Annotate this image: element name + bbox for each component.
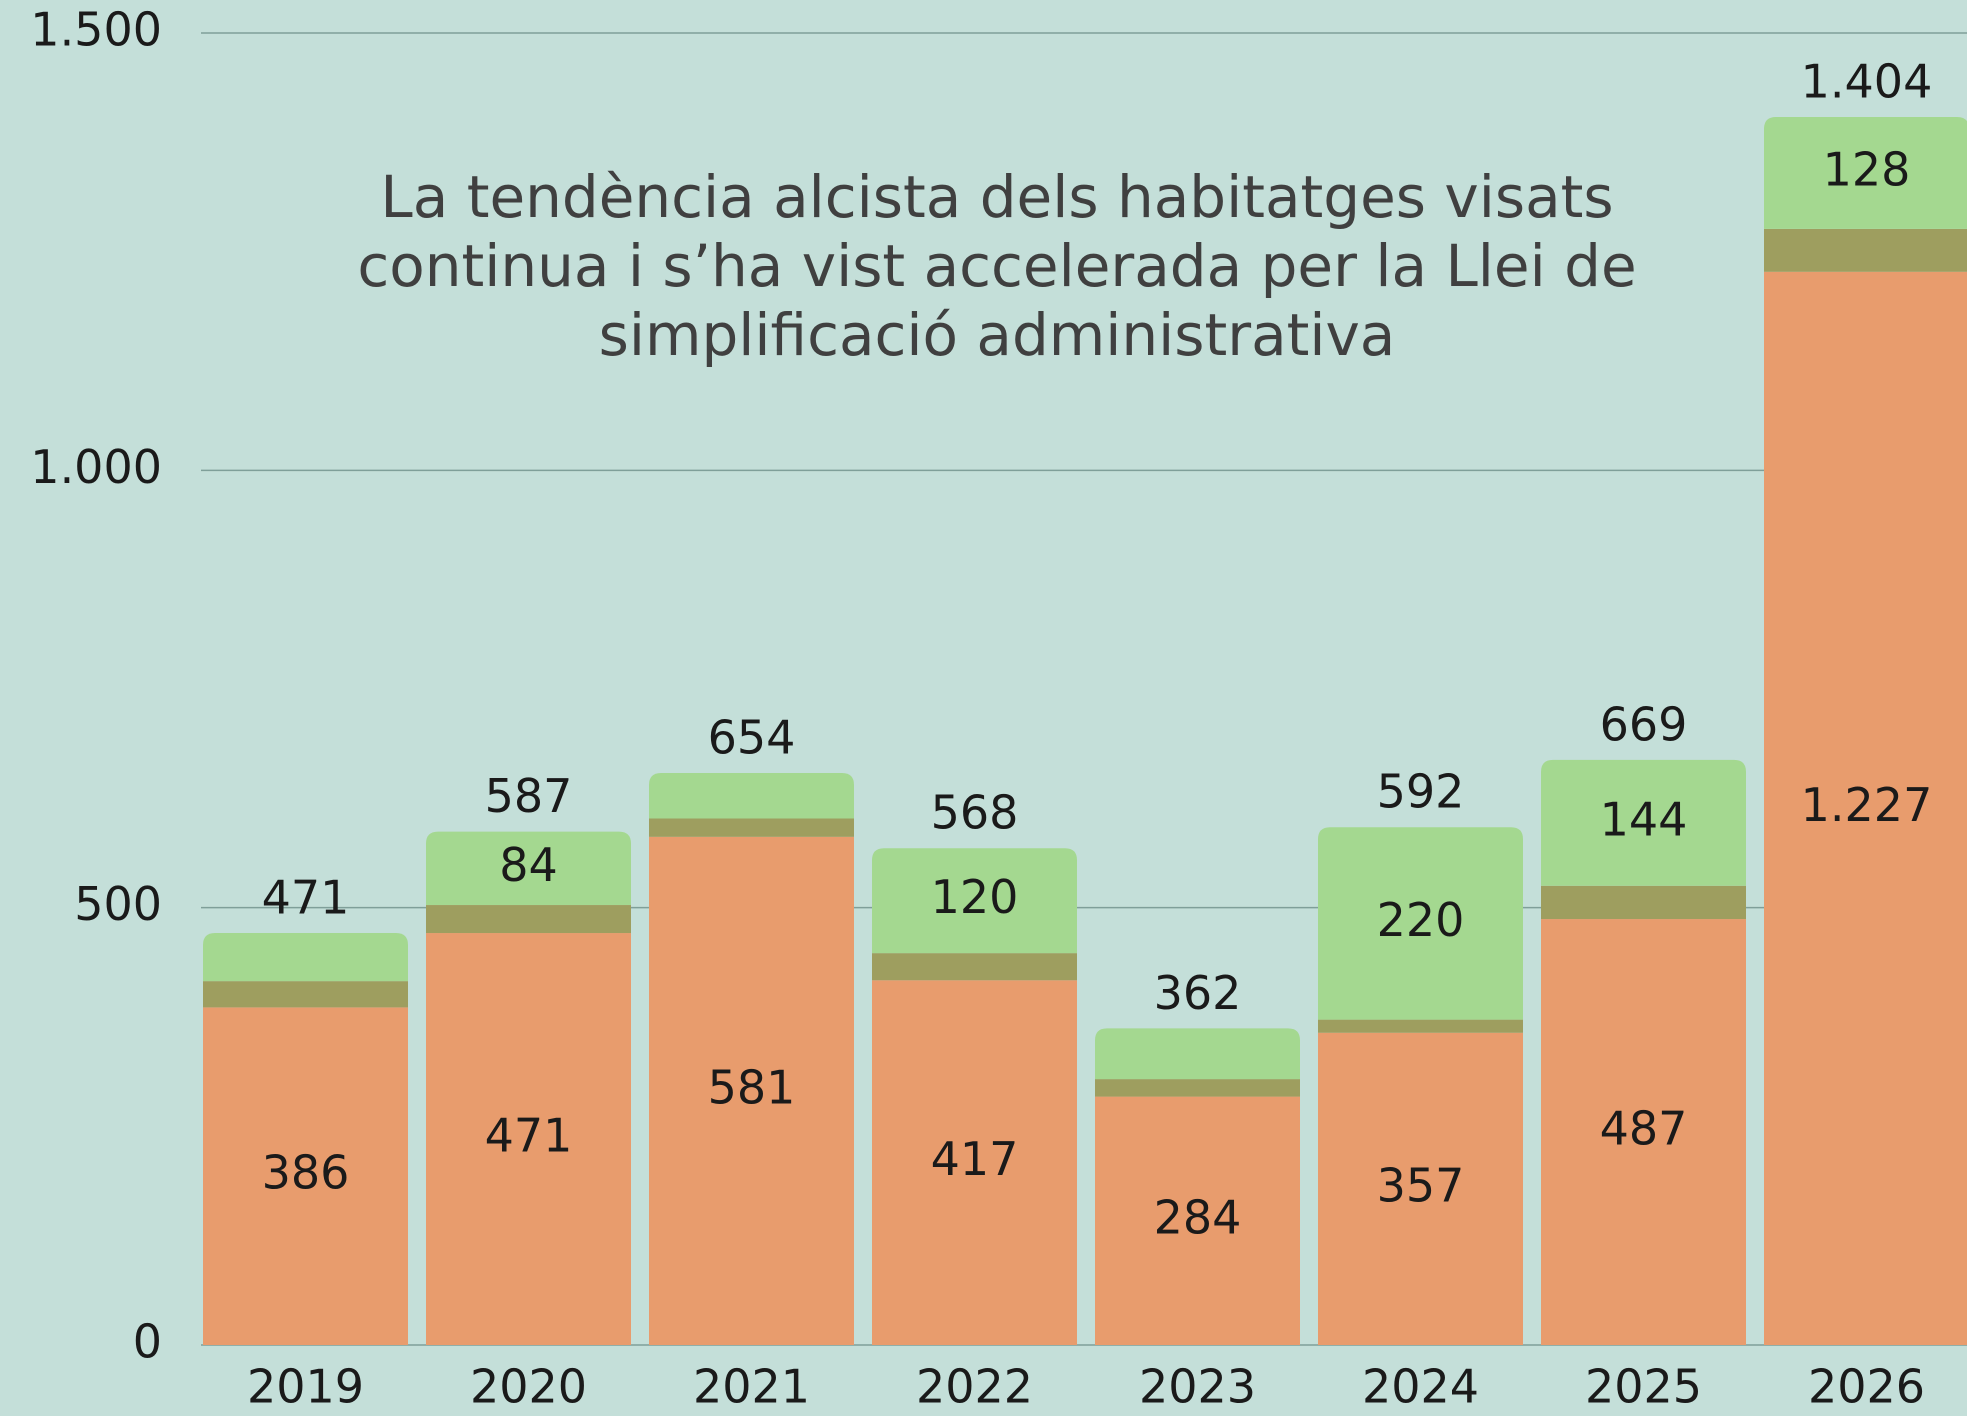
bar-segment — [426, 831, 631, 906]
total-label: 587 — [485, 769, 573, 823]
bar-segment — [1095, 1079, 1300, 1097]
total-label: 592 — [1377, 765, 1465, 819]
bar-segment — [1318, 1032, 1523, 1345]
y-tick-label: 1.000 — [30, 440, 162, 494]
value-label: 357 — [1377, 1158, 1465, 1212]
bar-segment — [1318, 1019, 1523, 1033]
x-tick-label: 2024 — [1362, 1360, 1479, 1414]
value-label: 581 — [708, 1060, 796, 1114]
bar-segment — [872, 953, 1077, 981]
x-tick-label: 2019 — [247, 1360, 364, 1414]
bar-segment — [1095, 1096, 1300, 1345]
bar-segment — [1764, 116, 1967, 229]
total-label: 362 — [1154, 966, 1242, 1020]
value-label: 417 — [931, 1132, 1019, 1186]
bar-segment — [1541, 885, 1746, 920]
bar-segment — [203, 933, 408, 982]
bar-segment — [1541, 759, 1746, 886]
total-label: 669 — [1600, 697, 1688, 751]
bar-segment — [649, 836, 854, 1345]
bar-segment — [1318, 827, 1523, 1020]
bar-segment — [426, 905, 631, 934]
bar-segment — [1764, 271, 1967, 1346]
value-label: 1.227 — [1801, 778, 1933, 832]
x-tick-label: 2025 — [1585, 1360, 1702, 1414]
y-tick-label: 0 — [133, 1315, 162, 1369]
total-label: 654 — [708, 710, 796, 764]
value-label: 471 — [485, 1109, 573, 1163]
x-tick-label: 2022 — [916, 1360, 1033, 1414]
total-label: 568 — [931, 786, 1019, 840]
x-tick-label: 2026 — [1808, 1360, 1925, 1414]
value-label: 128 — [1823, 142, 1911, 196]
y-tick-label: 500 — [74, 877, 162, 931]
y-tick-label: 1.500 — [30, 3, 162, 57]
bar-segment — [872, 848, 1077, 954]
value-label: 220 — [1377, 893, 1465, 947]
value-label: 487 — [1600, 1102, 1688, 1156]
x-tick-label: 2021 — [693, 1360, 810, 1414]
value-label: 84 — [499, 838, 558, 892]
chart-title: continua i s’ha vist accelerada per la L… — [357, 232, 1636, 300]
bar-segment — [426, 933, 631, 1345]
value-label: 284 — [1154, 1190, 1242, 1244]
bar-segment — [203, 1007, 408, 1345]
x-tick-label: 2020 — [470, 1360, 587, 1414]
bar-segment — [203, 981, 408, 1008]
bar-segment — [1541, 919, 1746, 1345]
total-label: 1.404 — [1801, 54, 1933, 108]
value-label: 144 — [1600, 792, 1688, 846]
bar-segment — [1764, 228, 1967, 272]
chart-title: La tendència alcista dels habitatges vis… — [380, 163, 1613, 231]
value-label: 386 — [262, 1146, 350, 1200]
bar-segment — [1095, 1028, 1300, 1080]
value-label: 120 — [931, 870, 1019, 924]
bar-segment — [872, 980, 1077, 1345]
x-tick-label: 2023 — [1139, 1360, 1256, 1414]
bar-segment — [649, 818, 854, 837]
bar-segment — [649, 772, 854, 819]
chart-title: simplificació administrativa — [599, 301, 1396, 369]
total-label: 471 — [262, 871, 350, 925]
